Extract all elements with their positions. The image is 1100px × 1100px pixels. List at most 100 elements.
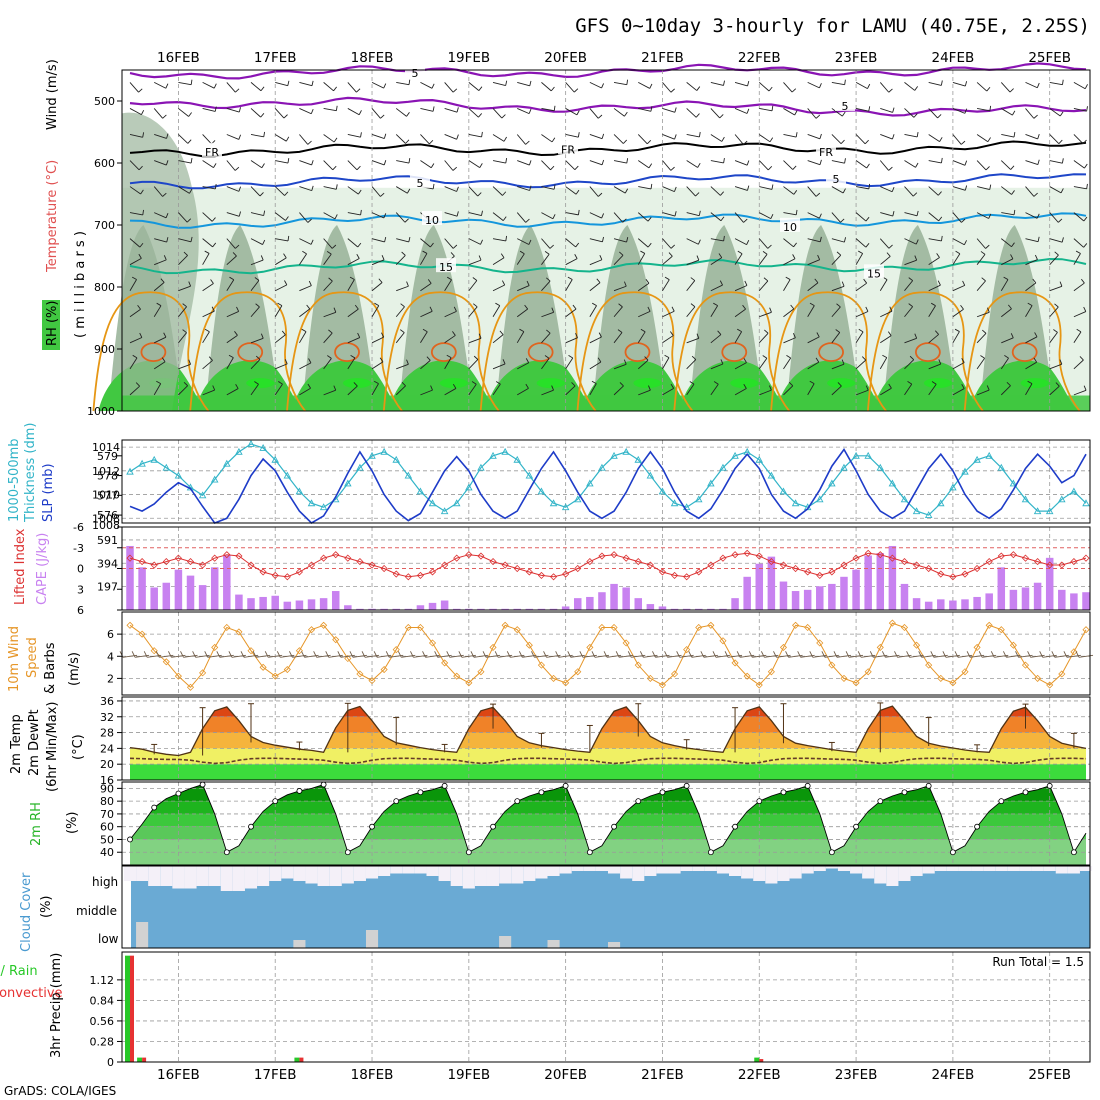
wind-barb-flag (360, 209, 362, 215)
wind-barb-flag (427, 279, 432, 284)
cape-bar (283, 601, 292, 610)
wind-barb-flag (719, 280, 723, 286)
rh-marker (707, 849, 714, 856)
lifted-index-marker (586, 558, 594, 566)
top-date-label: 18FEB (351, 50, 394, 66)
tick-label: 90 (100, 782, 114, 795)
wind-barb-flag (255, 303, 260, 308)
wind-barb-flag (596, 278, 601, 283)
wind-barb-flag (795, 132, 798, 138)
wind-barb-shaft (565, 82, 575, 93)
surface-wind-barb-flag (458, 651, 463, 658)
wind-barb-shaft (976, 186, 990, 190)
rh-marker (659, 789, 666, 796)
wind-barb-shaft (904, 186, 914, 197)
cloud-high-bar (704, 866, 717, 871)
contour-label-bg (558, 140, 578, 155)
wind-barb-flag (525, 218, 530, 223)
wind-barb-flag (668, 252, 673, 257)
wind-barb-shaft (275, 160, 289, 164)
wind-barb-flag (914, 255, 918, 261)
wind-barb-flag (503, 136, 507, 142)
wind-barb-shaft (299, 186, 312, 192)
precip-conv-bar (142, 1057, 147, 1062)
wind-barb-shaft (976, 254, 986, 265)
wind-barb-shaft (468, 186, 479, 197)
wind-barb-shaft (323, 253, 332, 265)
wind-barb-flag (422, 250, 428, 254)
wind-barb-flag (964, 160, 968, 166)
wind-barb-flag (188, 112, 192, 117)
surface-wind-barb-flag (434, 651, 439, 658)
wind-barb-flag (591, 302, 597, 307)
cape-bar (1021, 587, 1030, 610)
wind-barb-shaft (565, 108, 578, 116)
thickness-marker (767, 471, 776, 479)
wind-barb-shaft (807, 238, 821, 243)
surface-wind-barb-flag (325, 651, 330, 658)
wind-barb-flag (161, 357, 166, 362)
wind-barb-flag (190, 236, 193, 242)
wind-barb-shaft (129, 212, 143, 216)
wind-barb-shaft (1025, 238, 1039, 243)
wind-barb-shaft (565, 279, 573, 291)
wind-barb-shaft (492, 363, 506, 370)
orange-contour (189, 291, 306, 412)
wind-barb-shaft (250, 82, 262, 92)
wind-barb-flag (963, 240, 967, 245)
wind-barb-shaft (904, 259, 917, 266)
lifted-index-marker (937, 570, 945, 578)
wind-barb-shaft (662, 357, 670, 370)
thickness-marker (477, 463, 485, 471)
wind-barb-flag (602, 236, 604, 242)
surface-wind-barb-flag (664, 651, 668, 658)
wind-speed-marker (828, 661, 836, 669)
thickness-label-a: 1000-500mb (7, 438, 22, 522)
orange-contour (963, 291, 1081, 412)
wind-barb-flag (768, 86, 773, 92)
lifted-index-marker (283, 573, 291, 581)
wind-barb-flag (400, 329, 405, 333)
lifted-index-marker (404, 573, 412, 581)
wind-barb-flag (647, 306, 651, 312)
surface-wind-barb-flag (857, 651, 862, 658)
lifted-index-marker (1009, 551, 1017, 559)
wind-barb-flag (210, 279, 214, 284)
wind-barb-shaft (202, 108, 216, 112)
wind-speed-marker (1058, 670, 1066, 678)
wind-barb-flag (795, 209, 798, 215)
wind-barb-flag (713, 381, 719, 385)
wind-speed-marker (259, 663, 267, 671)
wind-barb-shaft (734, 212, 744, 223)
wind-barb-shaft (613, 332, 623, 344)
cloud-high-bar (644, 866, 657, 876)
surface-wind-barb-flag (603, 651, 608, 658)
surface-wind-barb-flag (652, 651, 656, 658)
wind-barb-flag (989, 105, 992, 111)
wind-barb-shaft (904, 280, 914, 292)
thickness-marker (198, 491, 207, 499)
wind-speed-marker (1046, 681, 1054, 689)
wind-barb-shaft (686, 259, 700, 266)
wind-barb-shaft (637, 212, 649, 222)
wind-speed-marker (670, 670, 679, 678)
wind-barb-flag (938, 216, 943, 222)
bottom-date-label: 20FEB (544, 1067, 587, 1083)
surface-wind-barb-flag (543, 651, 547, 658)
contour-label: 15 (867, 267, 881, 280)
wind-barb-shaft (734, 108, 748, 114)
wind-barb-flag (865, 306, 869, 312)
wind-barb-flag (601, 83, 605, 89)
wind-barb-shaft (275, 284, 288, 292)
wind-speed-marker (477, 668, 485, 676)
wind-barb-flag (307, 140, 312, 145)
wind-barb-flag (696, 86, 701, 91)
wind-barb-flag (955, 250, 961, 255)
wind-barb-shaft (855, 389, 869, 396)
wind-barb-flag (601, 213, 605, 219)
wind-barb-flag (187, 139, 192, 144)
wind-barb-shaft (226, 186, 240, 192)
cape-tick-label: 197 (97, 581, 118, 594)
wind-barb-shaft (226, 334, 238, 344)
wind-barb-flag (519, 250, 525, 255)
